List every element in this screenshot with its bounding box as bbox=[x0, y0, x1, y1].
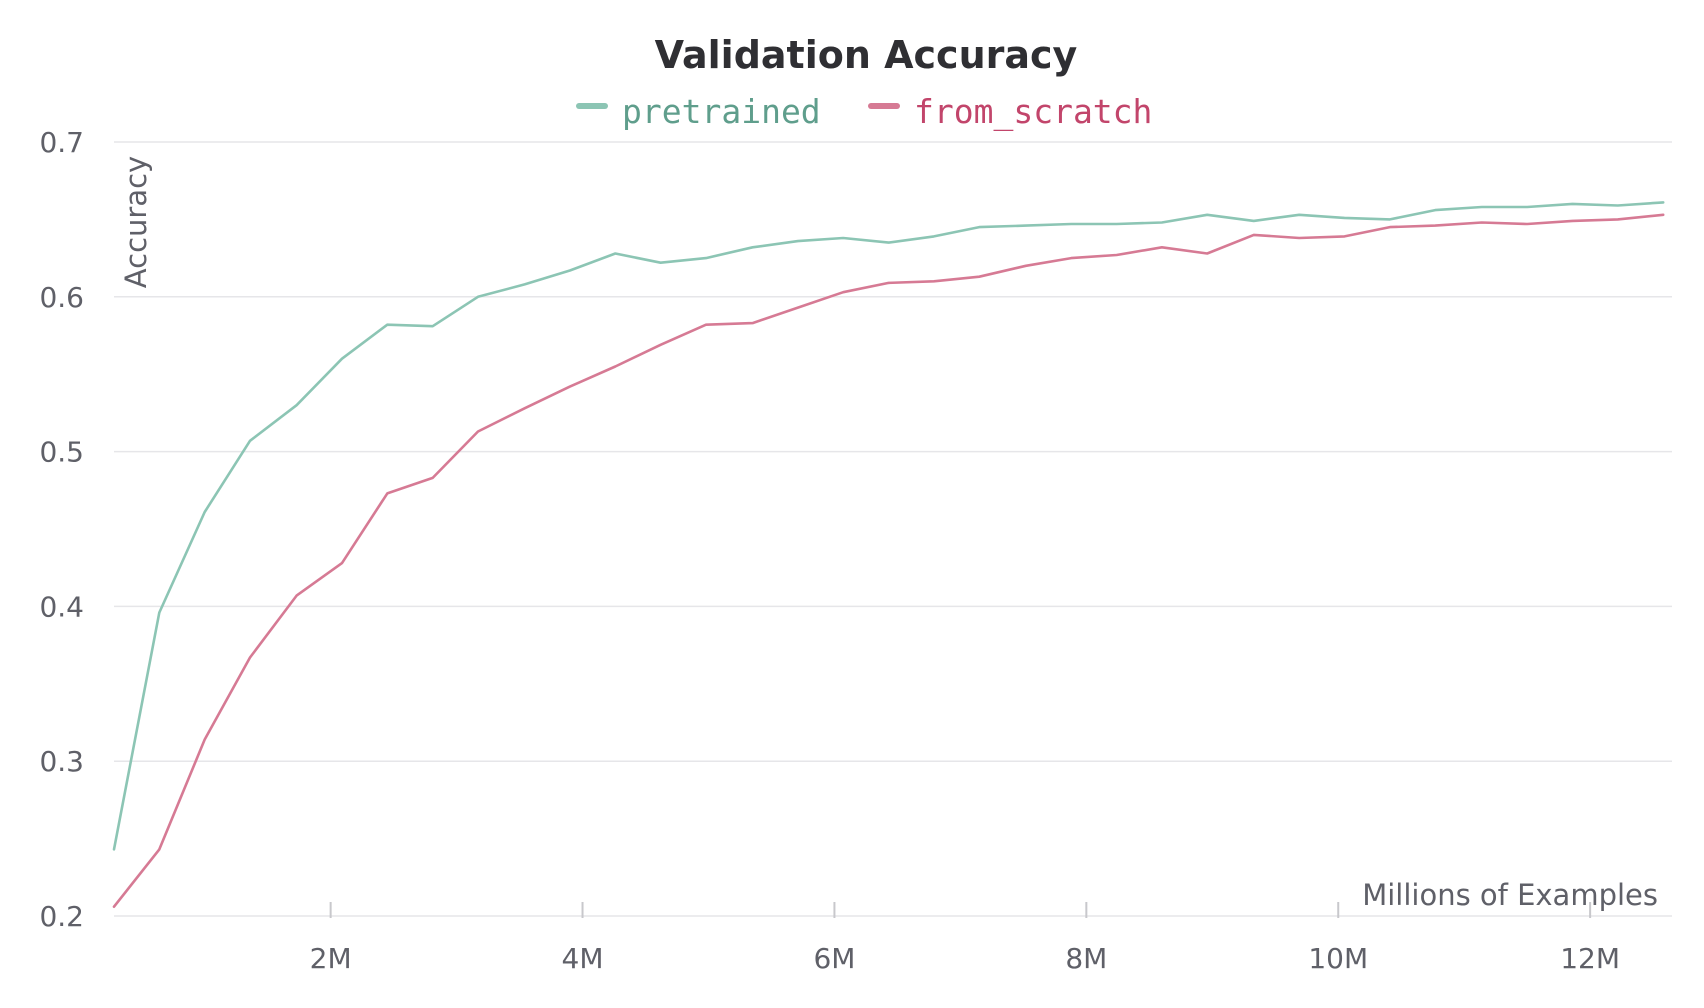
x-tick-label: 6M bbox=[813, 942, 855, 975]
series-line-pretrained[interactable] bbox=[112, 201, 1665, 851]
y-tick-label: 0.2 bbox=[39, 900, 84, 933]
legend-label-from-scratch: from_scratch bbox=[914, 92, 1152, 132]
y-tick-label: 0.7 bbox=[39, 126, 84, 159]
x-tick-label: 12M bbox=[1560, 942, 1620, 975]
chart-title: Validation Accuracy bbox=[655, 33, 1078, 77]
legend-swatch-from-scratch bbox=[868, 103, 900, 109]
y-tick-label: 0.5 bbox=[39, 436, 84, 469]
x-tick-label: 10M bbox=[1308, 942, 1368, 975]
legend-swatch-pretrained bbox=[576, 103, 608, 109]
y-tick-label: 0.6 bbox=[39, 281, 84, 314]
x-axis-ticks: 2M 4M 6M 8M 10M 12M bbox=[310, 902, 1620, 975]
legend-label-pretrained: pretrained bbox=[622, 92, 821, 131]
gridlines bbox=[114, 141, 1672, 917]
legend: pretrained from_scratch bbox=[576, 92, 1152, 132]
series-line-from-scratch[interactable] bbox=[112, 213, 1665, 909]
x-tick-label: 8M bbox=[1065, 942, 1107, 975]
y-axis-ticks: 0.2 0.3 0.4 0.5 0.6 0.7 bbox=[39, 126, 84, 933]
legend-item-pretrained[interactable]: pretrained bbox=[576, 92, 821, 131]
x-tick-label: 4M bbox=[562, 942, 604, 975]
y-tick-label: 0.4 bbox=[39, 590, 84, 623]
x-tick-label: 2M bbox=[310, 942, 352, 975]
y-axis-label: Accuracy bbox=[119, 156, 153, 288]
series-lines bbox=[112, 201, 1665, 909]
y-tick-label: 0.3 bbox=[39, 745, 84, 778]
x-axis-label: Millions of Examples bbox=[1362, 878, 1658, 912]
legend-item-from-scratch[interactable]: from_scratch bbox=[868, 92, 1152, 132]
